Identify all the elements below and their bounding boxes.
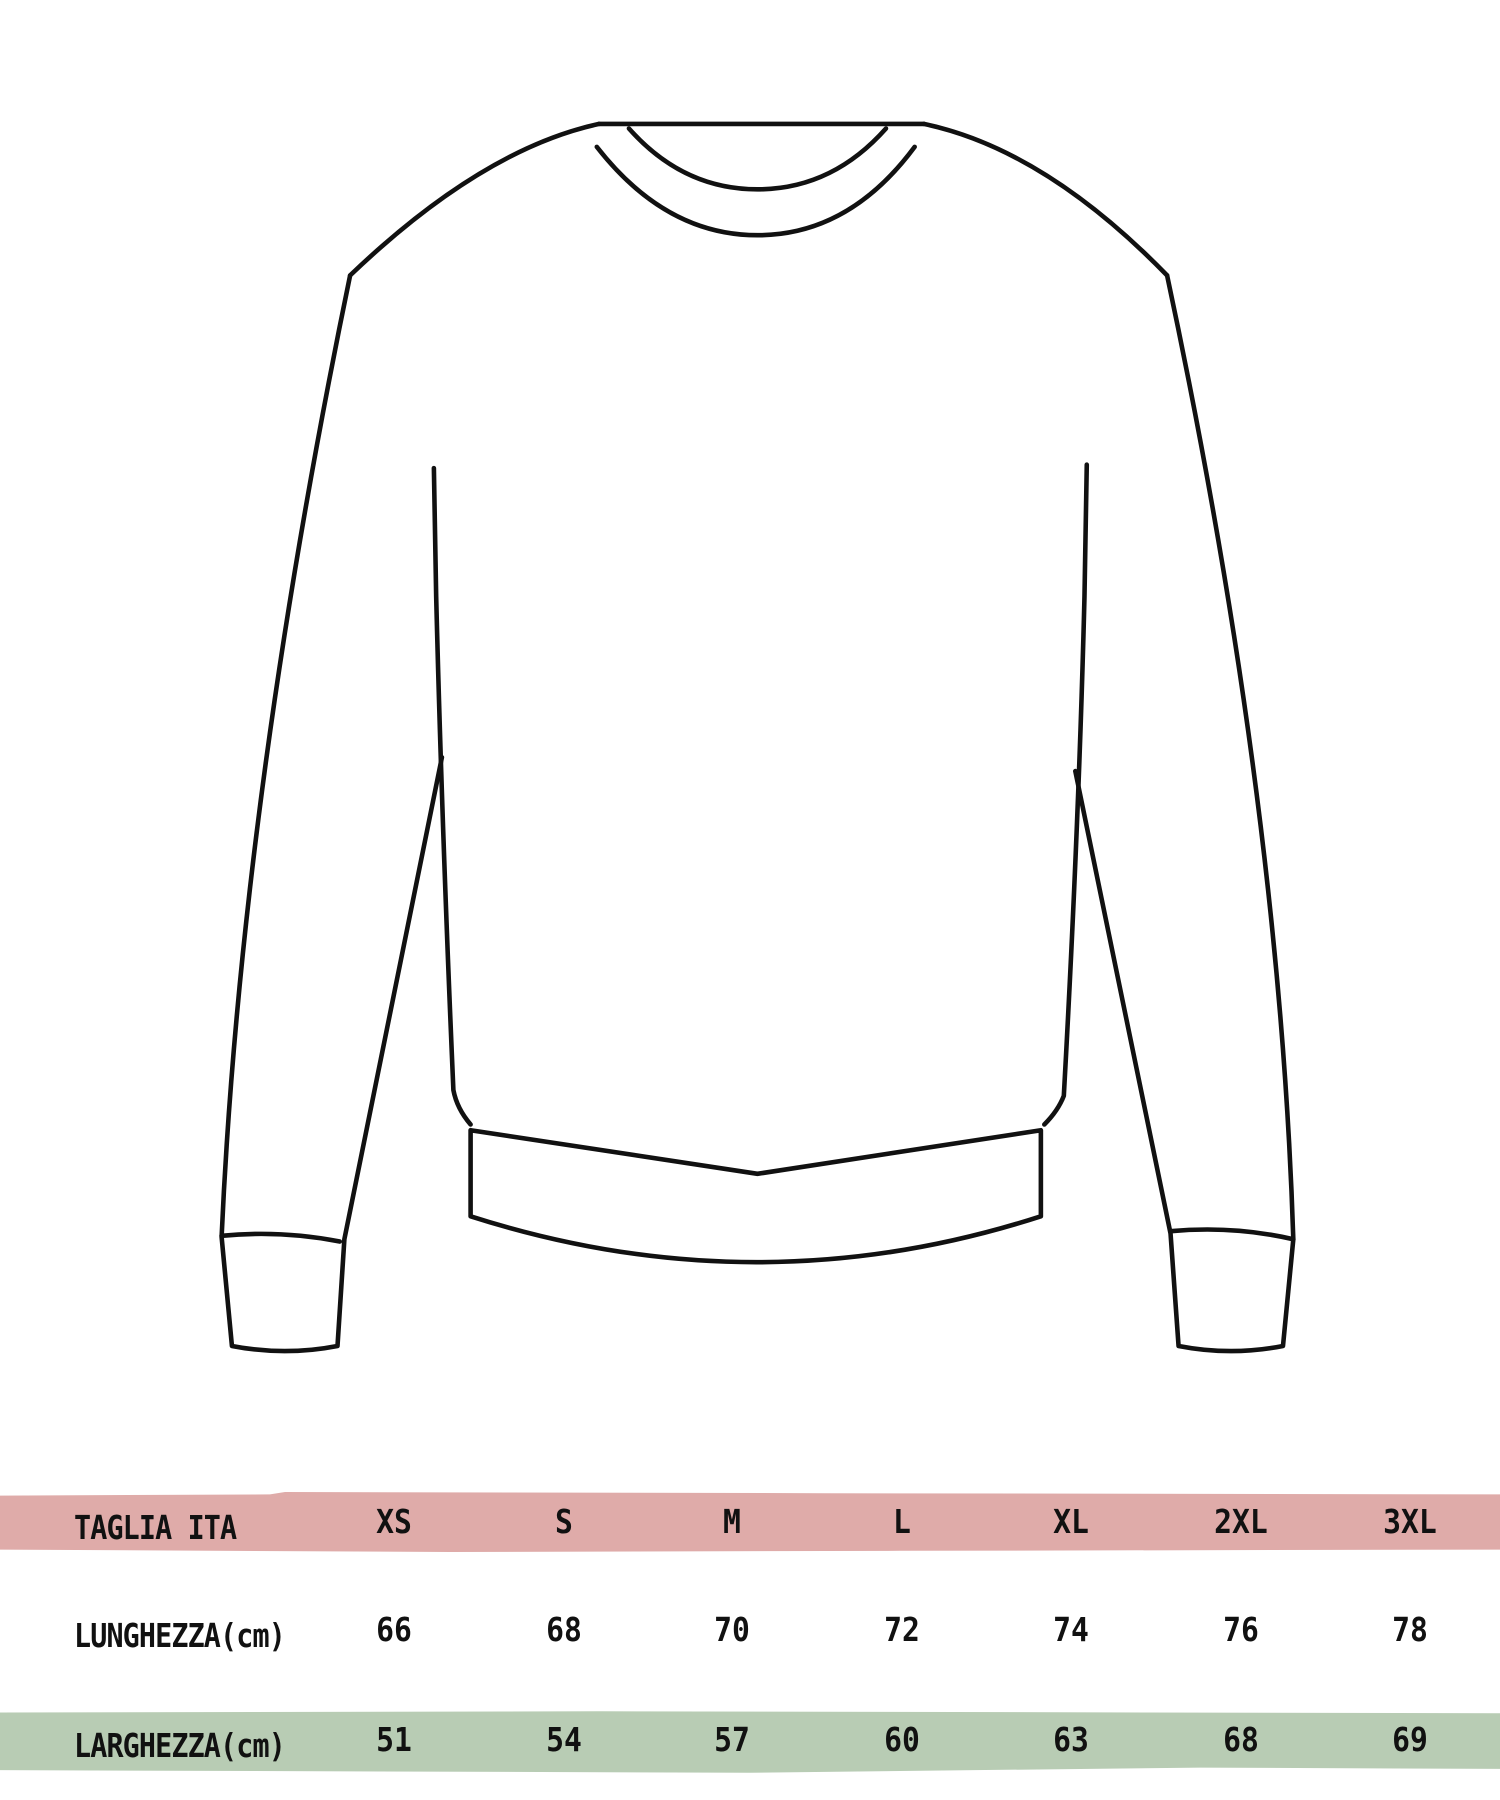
width-label: LARGHEZZA(cm) [74,1726,286,1765]
length-row: LUNGHEZZA(cm) 66 68 70 72 74 76 78 [0,1610,1500,1660]
table-cell: 78 [1392,1610,1428,1649]
table-cell: 63 [1053,1720,1089,1759]
table-cell: 76 [1223,1610,1259,1649]
left-cuff-line [219,1231,343,1244]
body-left-side [431,465,473,1127]
table-cell: 66 [376,1610,412,1649]
table-cell: 68 [1223,1720,1259,1759]
right-sleeve-outer [1073,273,1296,1354]
table-cell: 51 [376,1720,412,1759]
right-cuff-line [1168,1227,1296,1242]
length-label: LUNGHEZZA(cm) [74,1616,286,1655]
header-band [0,1492,1500,1552]
table-cell: 60 [884,1720,920,1759]
width-band [0,1711,1500,1773]
right-shoulder [921,121,1170,278]
table-cell: 72 [884,1610,920,1649]
left-sleeve-outer [219,273,445,1354]
table-cell: 70 [714,1610,750,1649]
table-cell: 57 [714,1720,750,1759]
table-cell: 54 [546,1720,582,1759]
size-xl: XL [1053,1502,1089,1541]
size-header-row: TAGLIA ITA XS S M L XL 2XL 3XL [0,1502,1500,1552]
table-cell: 68 [546,1610,582,1649]
size-m: M [723,1502,741,1541]
size-xs: XS [376,1502,412,1541]
table-cell: 69 [1392,1720,1428,1759]
size-3xl: 3XL [1383,1502,1437,1541]
width-row: LARGHEZZA(cm) 51 54 57 60 63 68 69 [0,1720,1500,1770]
table-cell: 74 [1053,1610,1089,1649]
size-s: S [555,1502,573,1541]
left-shoulder [347,121,602,278]
body-right-side [1042,462,1090,1127]
size-header-label: TAGLIA ITA [74,1508,237,1547]
collar-inner [626,126,889,192]
size-l: L [893,1502,911,1541]
hem-band [468,1127,1044,1265]
size-2xl: 2XL [1214,1502,1268,1541]
collar-outer [594,144,917,238]
